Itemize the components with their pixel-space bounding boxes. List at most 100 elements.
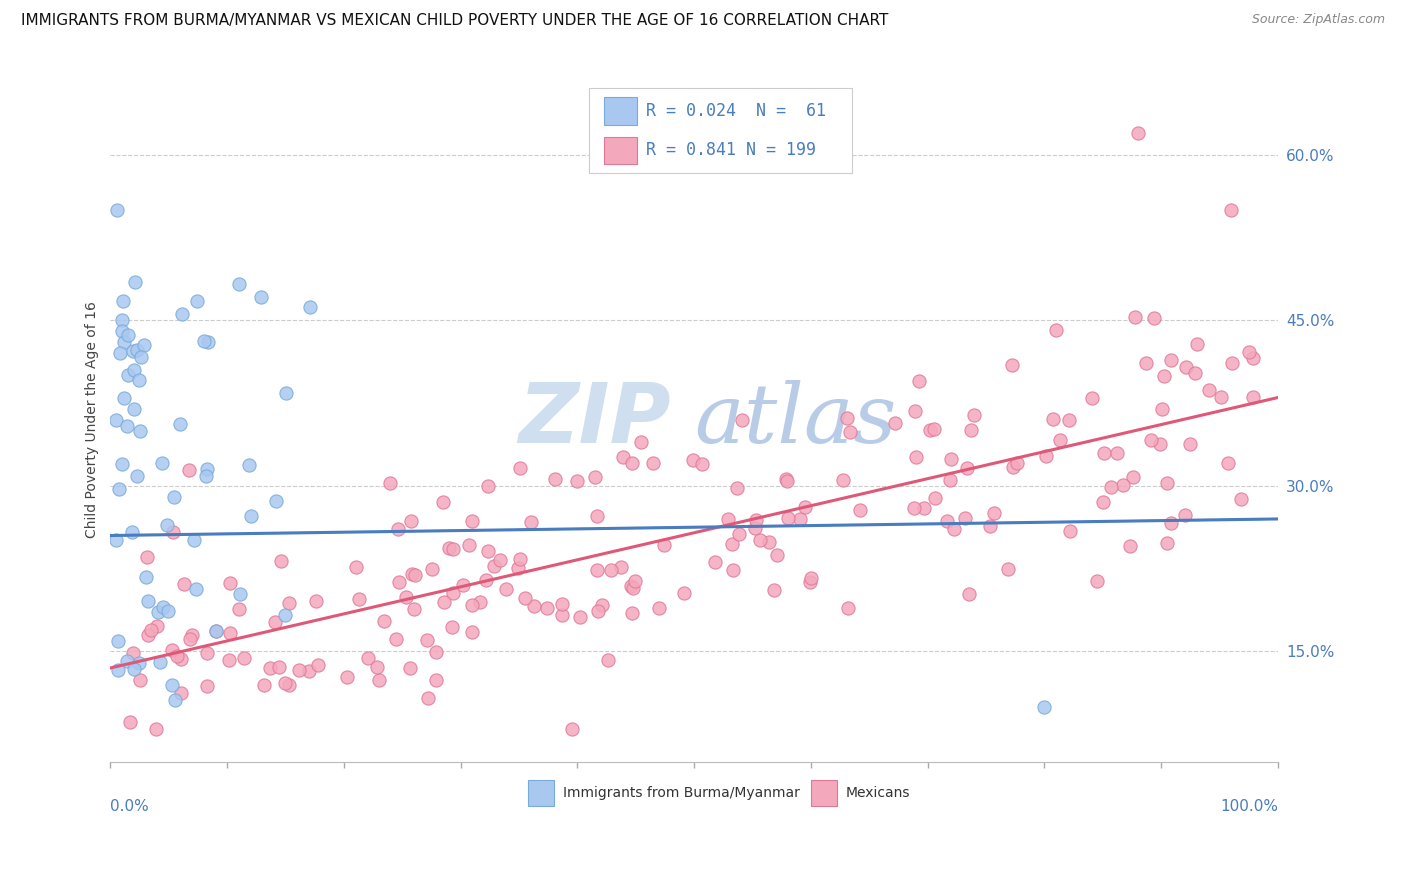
Point [228, 277, 250, 292]
Point [621, 606, 644, 620]
Point [935, 514, 957, 528]
Point [776, 474, 799, 488]
Bar [605, 97, 637, 125]
Point [186, 294, 208, 309]
Point [495, 582, 517, 596]
Point [181, 628, 204, 642]
Point [128, 373, 150, 387]
Point [172, 307, 194, 321]
Point [1085, 574, 1108, 589]
Point [307, 658, 329, 673]
Bar [529, 780, 554, 806]
Point [441, 586, 464, 600]
Point [908, 374, 931, 388]
Point [218, 575, 240, 590]
Point [433, 595, 456, 609]
Point [146, 618, 169, 632]
Point [127, 343, 149, 357]
Point [460, 625, 482, 640]
Point [197, 334, 219, 349]
Point [692, 457, 714, 471]
Point [1152, 402, 1174, 417]
Point [111, 313, 134, 327]
Point [146, 605, 169, 619]
Point [1000, 358, 1022, 372]
Point [160, 678, 183, 692]
Point [135, 570, 157, 584]
Text: R = 0.024  N =  61: R = 0.024 N = 61 [647, 102, 827, 120]
Point [156, 604, 179, 618]
Text: 0.0%: 0.0% [111, 799, 149, 814]
Point [1198, 383, 1220, 397]
Point [1123, 310, 1146, 324]
Point [124, 275, 146, 289]
Point [117, 327, 139, 342]
Point [162, 643, 184, 657]
Point [195, 461, 218, 475]
Point [758, 535, 780, 549]
Point [583, 469, 606, 483]
Point [641, 456, 664, 470]
Point [368, 673, 391, 687]
Point [1149, 436, 1171, 450]
Point [1126, 126, 1149, 140]
Bar [811, 780, 837, 806]
Point [1156, 535, 1178, 549]
Point [298, 300, 321, 314]
Point [477, 544, 499, 558]
Point [1185, 337, 1208, 351]
Point [837, 600, 859, 615]
Point [620, 579, 643, 593]
Point [404, 601, 426, 615]
Point [139, 624, 162, 638]
Point [335, 669, 357, 683]
Point [278, 596, 301, 610]
Point [238, 458, 260, 473]
Point [1035, 449, 1057, 463]
Point [288, 663, 311, 677]
Point [107, 663, 129, 677]
Point [404, 568, 426, 582]
Point [960, 423, 983, 437]
Point [775, 472, 797, 486]
Point [1175, 359, 1198, 374]
Point [979, 518, 1001, 533]
Point [416, 690, 439, 705]
Point [156, 518, 179, 533]
Point [451, 578, 474, 592]
Point [509, 552, 531, 566]
Point [963, 408, 986, 422]
Point [997, 562, 1019, 576]
Point [344, 560, 367, 574]
Bar [605, 136, 637, 164]
Point [648, 601, 671, 615]
Point [793, 500, 815, 514]
Point [920, 423, 942, 437]
Point [388, 575, 411, 590]
Point [749, 533, 772, 547]
Point [117, 368, 139, 383]
Point [274, 676, 297, 690]
Point [457, 538, 479, 552]
Point [1156, 475, 1178, 490]
Point [115, 419, 138, 434]
Point [122, 401, 145, 416]
Point [955, 461, 977, 475]
Point [727, 527, 749, 541]
Point [384, 632, 406, 646]
Point [121, 646, 143, 660]
Text: ZIP: ZIP [519, 379, 671, 460]
Point [1178, 437, 1201, 451]
Point [1140, 433, 1163, 447]
Point [838, 425, 860, 439]
Point [1033, 699, 1056, 714]
Point [297, 664, 319, 678]
Point [108, 346, 131, 360]
Point [536, 601, 558, 615]
Point [600, 562, 623, 576]
Point [270, 554, 292, 568]
Point [278, 678, 301, 692]
Point [107, 202, 129, 217]
Point [150, 456, 173, 470]
Point [903, 500, 925, 515]
